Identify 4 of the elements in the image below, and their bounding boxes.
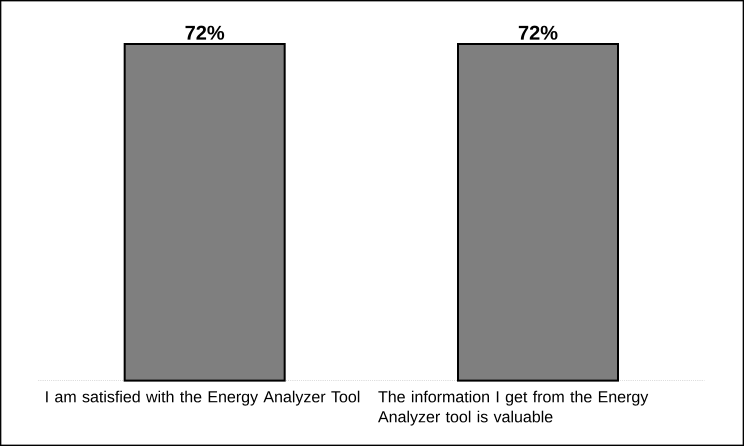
data-label: 72% [186, 26, 224, 40]
data-label: 72% [518, 26, 558, 40]
x-tick-label: The information I get from the Energy Analyzer tool is valuable [378, 390, 648, 426]
x-tick-label: I am satisfied with the Energy Analyzer Tool [46, 390, 360, 406]
